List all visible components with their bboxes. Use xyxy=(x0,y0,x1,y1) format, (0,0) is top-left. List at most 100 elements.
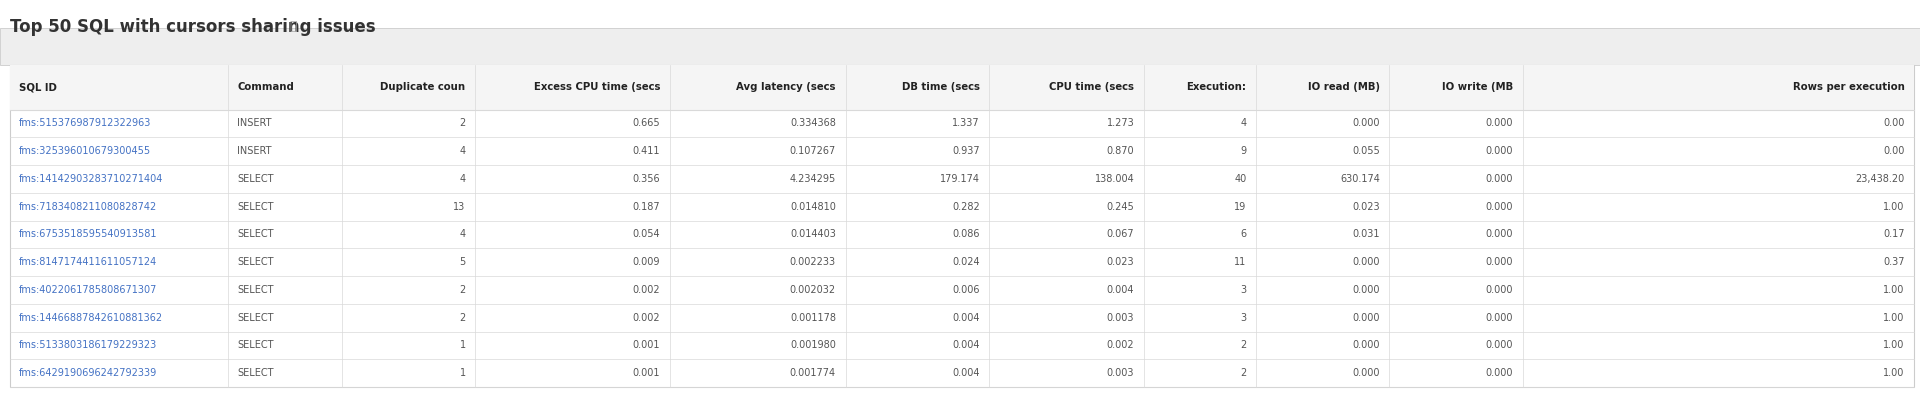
Text: 4: 4 xyxy=(1240,118,1246,128)
Text: 0.002: 0.002 xyxy=(1106,340,1135,350)
Text: 0.004: 0.004 xyxy=(952,368,979,378)
Text: INSERT: INSERT xyxy=(238,146,271,156)
Text: 0.870: 0.870 xyxy=(1106,146,1135,156)
Text: 0.665: 0.665 xyxy=(634,118,660,128)
Text: 0.031: 0.031 xyxy=(1352,229,1380,239)
Text: 0.002032: 0.002032 xyxy=(789,285,835,295)
Text: 3: 3 xyxy=(1240,313,1246,323)
Text: fms:14142903283710271404: fms:14142903283710271404 xyxy=(19,174,163,184)
Text: 630.174: 630.174 xyxy=(1340,174,1380,184)
Text: 0.002233: 0.002233 xyxy=(789,257,835,267)
Text: 0.014810: 0.014810 xyxy=(789,202,835,212)
Text: 0.000: 0.000 xyxy=(1352,118,1380,128)
Text: 4: 4 xyxy=(459,146,465,156)
Text: 0.004: 0.004 xyxy=(1106,285,1135,295)
Text: 0.009: 0.009 xyxy=(634,257,660,267)
Text: Avg latency (secs: Avg latency (secs xyxy=(737,83,835,92)
Text: 0.067: 0.067 xyxy=(1106,229,1135,239)
Text: 6: 6 xyxy=(1240,229,1246,239)
Text: 0.937: 0.937 xyxy=(952,146,979,156)
Text: Top 50 SQL with cursors sharing issues: Top 50 SQL with cursors sharing issues xyxy=(10,18,374,36)
Text: 0.055: 0.055 xyxy=(1352,146,1380,156)
Text: 2: 2 xyxy=(459,285,465,295)
Text: 3: 3 xyxy=(1240,285,1246,295)
Text: 0.000: 0.000 xyxy=(1486,118,1513,128)
Text: Excess CPU time (secs: Excess CPU time (secs xyxy=(534,83,660,92)
Text: 1.00: 1.00 xyxy=(1884,340,1905,350)
Text: 0.00: 0.00 xyxy=(1884,118,1905,128)
Text: fms:8147174411611057124: fms:8147174411611057124 xyxy=(19,257,157,267)
Text: 0.003: 0.003 xyxy=(1106,368,1135,378)
Text: 0.024: 0.024 xyxy=(952,257,979,267)
Text: fms:7183408211080828742: fms:7183408211080828742 xyxy=(19,202,157,212)
Text: 0.023: 0.023 xyxy=(1106,257,1135,267)
Text: 4.234295: 4.234295 xyxy=(789,174,835,184)
Text: 0.004: 0.004 xyxy=(952,340,979,350)
Text: 0.001: 0.001 xyxy=(634,340,660,350)
Text: fms:6429190696242792339: fms:6429190696242792339 xyxy=(19,368,157,378)
Text: 5: 5 xyxy=(459,257,465,267)
Text: 0.000: 0.000 xyxy=(1486,368,1513,378)
Text: INSERT: INSERT xyxy=(238,118,271,128)
Text: SELECT: SELECT xyxy=(238,174,275,184)
Text: 0.000: 0.000 xyxy=(1352,368,1380,378)
Text: Command: Command xyxy=(238,83,294,92)
Text: 0.000: 0.000 xyxy=(1486,285,1513,295)
Text: 0.000: 0.000 xyxy=(1486,229,1513,239)
Text: 0.334368: 0.334368 xyxy=(789,118,835,128)
Text: 40: 40 xyxy=(1235,174,1246,184)
Text: 0.107267: 0.107267 xyxy=(789,146,835,156)
Text: 0.002: 0.002 xyxy=(634,285,660,295)
Text: 0.000: 0.000 xyxy=(1486,313,1513,323)
Text: fms:325396010679300455: fms:325396010679300455 xyxy=(19,146,152,156)
Text: 0.054: 0.054 xyxy=(634,229,660,239)
Text: 1: 1 xyxy=(459,368,465,378)
Text: 0.001774: 0.001774 xyxy=(789,368,835,378)
Text: SELECT: SELECT xyxy=(238,285,275,295)
Text: 19: 19 xyxy=(1235,202,1246,212)
Text: 0.001178: 0.001178 xyxy=(789,313,835,323)
Text: DB time (secs: DB time (secs xyxy=(902,83,979,92)
Text: Rows per execution: Rows per execution xyxy=(1793,83,1905,92)
Text: 0.37: 0.37 xyxy=(1884,257,1905,267)
Text: 4: 4 xyxy=(459,229,465,239)
Text: 11: 11 xyxy=(1235,257,1246,267)
Text: 2: 2 xyxy=(459,313,465,323)
Text: 1.337: 1.337 xyxy=(952,118,979,128)
Text: 0.006: 0.006 xyxy=(952,285,979,295)
Text: IO read (MB): IO read (MB) xyxy=(1308,83,1380,92)
Bar xyxy=(10,65,1914,387)
Text: 1.00: 1.00 xyxy=(1884,202,1905,212)
Text: Duplicate coun: Duplicate coun xyxy=(380,83,465,92)
Text: 1.273: 1.273 xyxy=(1106,118,1135,128)
Text: SELECT: SELECT xyxy=(238,202,275,212)
Text: 0.000: 0.000 xyxy=(1352,340,1380,350)
Text: 0.014403: 0.014403 xyxy=(789,229,835,239)
Text: 0.282: 0.282 xyxy=(952,202,979,212)
Text: 0.000: 0.000 xyxy=(1486,174,1513,184)
Text: 0.187: 0.187 xyxy=(634,202,660,212)
Text: 2: 2 xyxy=(459,118,465,128)
Text: 1.00: 1.00 xyxy=(1884,313,1905,323)
Text: 13: 13 xyxy=(453,202,465,212)
Text: 2: 2 xyxy=(1240,368,1246,378)
Text: SQL ID: SQL ID xyxy=(19,83,58,92)
Text: 0.000: 0.000 xyxy=(1486,257,1513,267)
Text: 0.000: 0.000 xyxy=(1486,202,1513,212)
Text: 1.00: 1.00 xyxy=(1884,368,1905,378)
Text: 0.411: 0.411 xyxy=(634,146,660,156)
Bar xyxy=(10,65,1914,109)
Text: 0.001980: 0.001980 xyxy=(789,340,835,350)
Text: SELECT: SELECT xyxy=(238,368,275,378)
Text: fms:4022061785808671307: fms:4022061785808671307 xyxy=(19,285,157,295)
Text: 0.245: 0.245 xyxy=(1106,202,1135,212)
Text: 0.00: 0.00 xyxy=(1884,146,1905,156)
Text: SELECT: SELECT xyxy=(238,340,275,350)
Text: 0.001: 0.001 xyxy=(634,368,660,378)
Text: 138.004: 138.004 xyxy=(1094,174,1135,184)
Text: 9: 9 xyxy=(1240,146,1246,156)
Text: 0.086: 0.086 xyxy=(952,229,979,239)
Text: 0.000: 0.000 xyxy=(1486,146,1513,156)
Text: fms:14466887842610881362: fms:14466887842610881362 xyxy=(19,313,163,323)
Text: fms:6753518595540913581: fms:6753518595540913581 xyxy=(19,229,157,239)
